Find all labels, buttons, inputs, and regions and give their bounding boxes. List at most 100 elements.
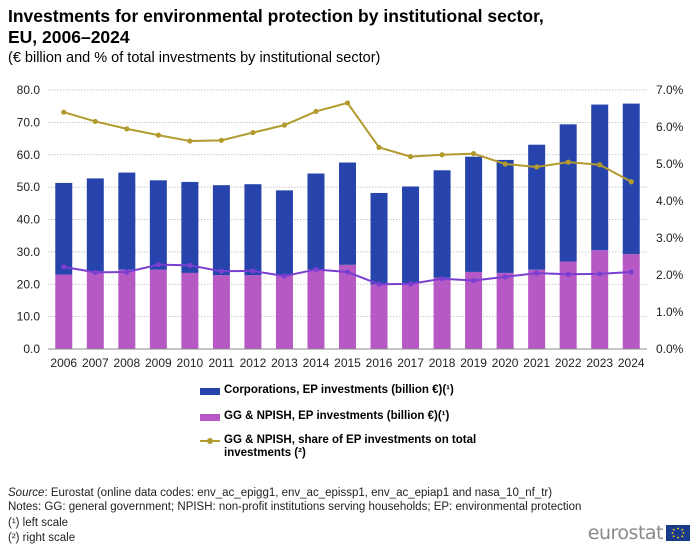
x-tick-label: 2017	[397, 356, 424, 370]
share-point	[471, 151, 477, 157]
bar-corporations	[86, 178, 104, 272]
y-left-tick-label: 0.0	[23, 342, 40, 356]
source-text: : Eurostat (online data codes: env_ac_ep…	[44, 487, 553, 499]
eurostat-logo: eurostat	[588, 522, 690, 544]
x-tick-label: 2012	[240, 356, 267, 370]
y-right-tick-label: 4.0%	[656, 194, 684, 208]
y-left-tick-label: 80.0	[17, 83, 41, 97]
x-tick-label: 2022	[555, 356, 582, 370]
share-point	[313, 108, 319, 115]
share-point-secondary	[565, 271, 571, 277]
share-point	[565, 159, 571, 165]
bar-corporations	[307, 173, 325, 270]
x-tick-label: 2016	[366, 356, 393, 370]
share-point-secondary	[155, 262, 161, 268]
bar-gg-npish	[622, 254, 640, 349]
share-point-secondary	[313, 266, 319, 273]
bar-gg-npish	[591, 250, 609, 349]
share-point	[250, 129, 256, 136]
y-left-tick-label: 60.0	[17, 148, 41, 162]
bar-gg-npish	[402, 283, 420, 349]
y-right-tick-label: 0.0%	[656, 342, 684, 356]
x-tick-label: 2024	[618, 356, 645, 370]
source-note: Source: Eurostat (online data codes: env…	[8, 487, 552, 500]
share-point	[92, 118, 98, 125]
share-point-secondary	[344, 269, 351, 275]
y-left-tick-label: 20.0	[17, 277, 41, 291]
x-tick-label: 2015	[334, 356, 361, 370]
share-point	[155, 132, 161, 138]
notes-line: Notes: GG: general government; NPISH: no…	[8, 501, 582, 513]
share-point	[281, 122, 288, 128]
x-tick-label: 2018	[429, 356, 456, 370]
share-point-secondary	[218, 268, 224, 274]
bar-gg-npish	[244, 275, 262, 349]
y-right-tick-label: 1.0%	[656, 305, 684, 319]
source-label: Source	[8, 487, 45, 499]
share-point-secondary	[92, 269, 98, 276]
x-tick-label: 2007	[82, 356, 109, 370]
bar-gg-npish	[559, 261, 577, 349]
share-point-secondary	[471, 277, 477, 284]
share-point	[597, 162, 603, 168]
legend-label-share: GG & NPISH, share of EP investments on t…	[224, 434, 477, 459]
x-tick-label: 2013	[271, 356, 298, 370]
x-tick-label: 2010	[177, 356, 204, 370]
share-point-secondary	[534, 270, 540, 276]
bar-gg-npish	[181, 272, 199, 349]
y-right-tick-label: 5.0%	[656, 157, 684, 171]
bar-corporations	[465, 156, 483, 272]
share-point-secondary	[250, 268, 256, 274]
share-point-secondary	[407, 281, 414, 287]
bar-gg-npish	[149, 269, 167, 349]
x-tick-label: 2019	[460, 356, 487, 370]
share-point	[61, 109, 67, 115]
bar-corporations	[149, 180, 167, 270]
share-point	[502, 161, 508, 167]
y-right-tick-label: 7.0%	[656, 83, 684, 97]
bar-corporations	[433, 170, 451, 278]
logo-text: eurostat	[587, 522, 664, 544]
bar-corporations	[528, 144, 546, 270]
legend-item-gg-npish[interactable]: GG & NPISH, EP investments (billion €)(¹…	[200, 410, 514, 423]
share-point-secondary	[376, 281, 382, 287]
eu-flag-icon	[666, 525, 690, 541]
share-point	[218, 137, 224, 143]
y-left-tick-label: 30.0	[17, 245, 41, 259]
bar-corporations	[212, 185, 230, 276]
bar-gg-npish	[86, 271, 104, 349]
bar-corporations	[370, 192, 388, 285]
legend-swatch-corporations	[200, 388, 220, 395]
left-scale-note: (¹) left scale	[8, 517, 69, 529]
y-left-tick-label: 70.0	[17, 115, 41, 129]
bar-gg-npish	[55, 274, 73, 349]
x-tick-label: 2006	[50, 356, 77, 370]
bar-corporations	[244, 184, 262, 276]
share-point-secondary	[281, 273, 288, 279]
bar-corporations	[275, 190, 293, 275]
share-point	[344, 100, 351, 106]
right-scale-note: (²) right scale	[8, 532, 76, 544]
legend-label-gg-npish: GG & NPISH, EP investments (billion €)(¹…	[224, 410, 450, 422]
bar-gg-npish	[339, 264, 356, 349]
bar-gg-npish	[433, 277, 451, 349]
x-tick-label: 2023	[586, 356, 613, 370]
bar-gg-npish	[496, 272, 514, 349]
legend-item-corporations[interactable]: Corporations, EP investments (billion €)…	[200, 384, 514, 397]
y-left-tick-label: 10.0	[17, 310, 41, 324]
share-point-secondary	[61, 264, 67, 270]
share-point	[376, 144, 382, 150]
y-right-tick-label: 3.0%	[656, 231, 684, 245]
share-point-secondary	[628, 269, 634, 275]
chart-subtitle: (€ billion and % of total investments by…	[8, 50, 381, 66]
bar-corporations	[402, 186, 420, 284]
legend-swatch-gg-npish	[200, 414, 220, 421]
share-point	[439, 152, 445, 158]
share-point	[124, 126, 130, 132]
bar-corporations	[496, 159, 514, 273]
bar-corporations	[55, 182, 73, 275]
y-right-tick-label: 2.0%	[656, 268, 684, 282]
y-left-tick-label: 50.0	[17, 180, 41, 194]
bar-corporations	[559, 124, 577, 262]
legend-item-share[interactable]: GG & NPISH, share of EP investments on t…	[200, 434, 514, 460]
